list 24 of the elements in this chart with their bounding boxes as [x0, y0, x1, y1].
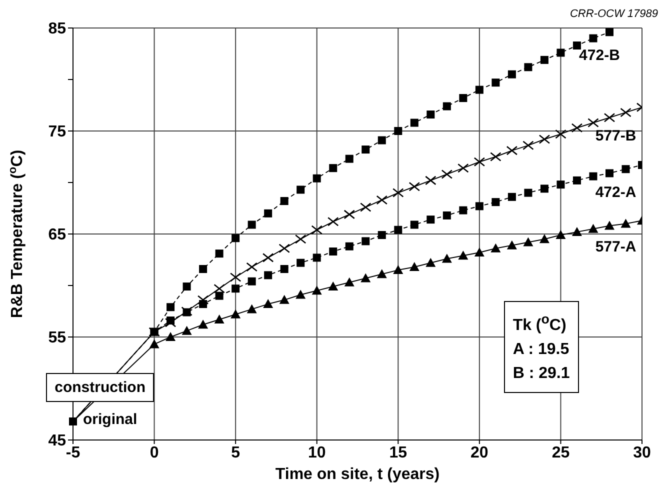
series-label: 472-A	[595, 184, 636, 202]
y-tick-label: 65	[48, 226, 66, 244]
x-tick-label: -5	[66, 444, 80, 462]
series-label: 577-B	[595, 127, 636, 144]
y-tick-label: 75	[48, 124, 66, 141]
series-label: 577-A	[595, 238, 636, 256]
annotation: original	[83, 411, 138, 428]
series-label: 472-B	[579, 47, 620, 64]
x-tick-label: 25	[552, 444, 570, 462]
y-tick-label: 85	[48, 20, 66, 38]
annotation: A : 19.5	[512, 341, 570, 358]
y-tick-label: 45	[48, 432, 66, 450]
annotation: Tk ($^{o}$C)	[512, 312, 566, 334]
x-tick-label: 5	[231, 444, 240, 462]
x-tick-label: 30	[633, 444, 651, 462]
x-axis-title: Time on site, t (years)	[275, 466, 440, 483]
y-tick-label: 55	[48, 330, 66, 347]
text: CRR-OCW 17989	[570, 8, 658, 20]
annotation: construction	[46, 372, 154, 402]
annotation: B : 29.1	[512, 365, 570, 382]
x-tick-label: 20	[470, 444, 488, 462]
x-tick-label: 15	[389, 444, 408, 462]
x-tick-label: 10	[308, 444, 326, 462]
x-tick-label: 0	[150, 444, 159, 462]
